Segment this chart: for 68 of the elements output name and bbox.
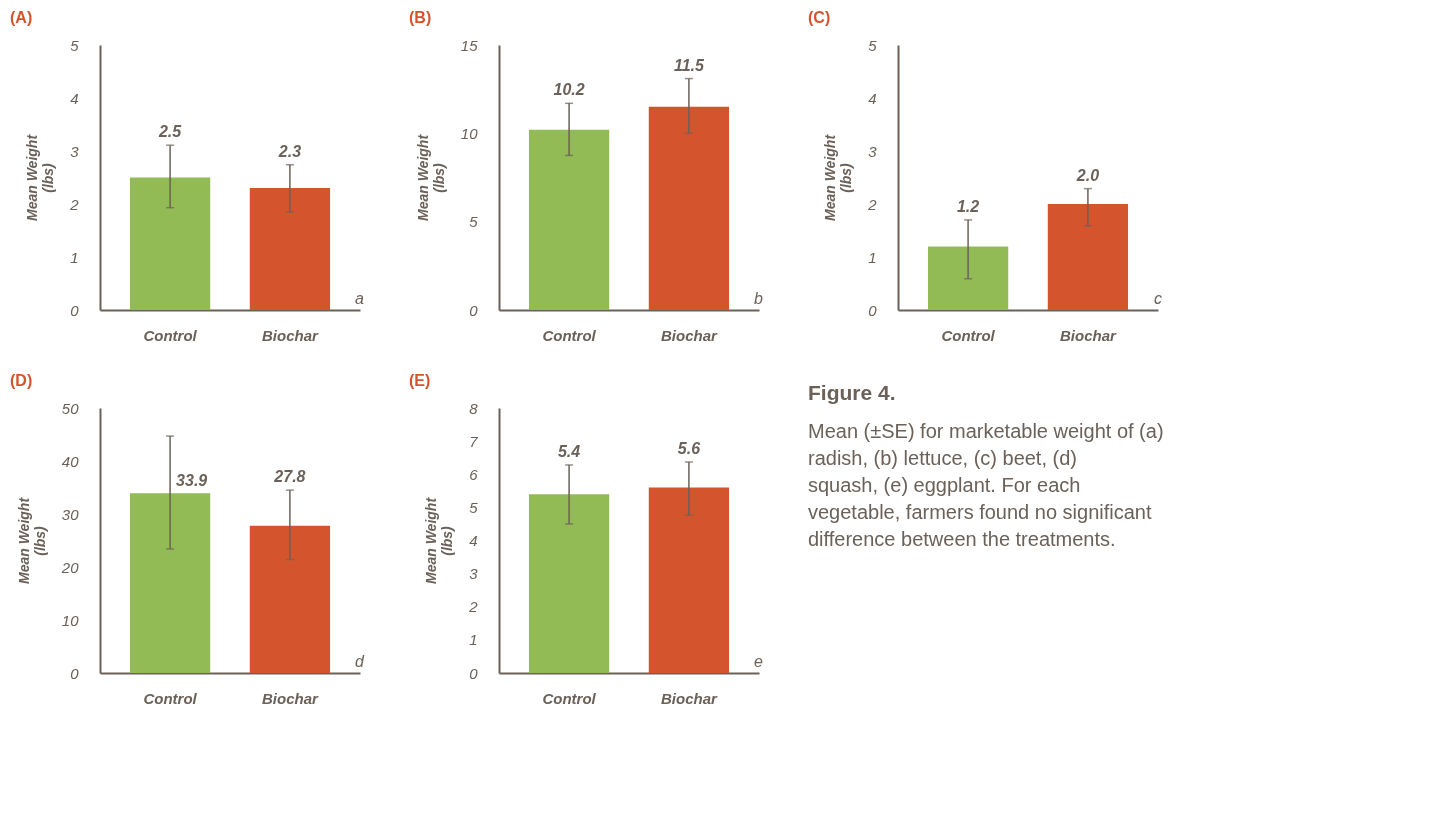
annotation: b xyxy=(754,290,764,307)
y-tick-label: 4 xyxy=(868,89,877,107)
y-axis-title: Mean Weight (lbs) xyxy=(24,133,57,222)
x-tick-label: Control xyxy=(542,326,597,344)
data-label: 2.5 xyxy=(157,123,183,141)
y-tick-label: 3 xyxy=(868,142,878,160)
y-tick-label: 40 xyxy=(61,452,80,470)
x-tick-label: Control xyxy=(542,689,597,707)
data-label: 5.4 xyxy=(557,442,581,460)
y-tick-label: 8 xyxy=(469,399,479,417)
x-tick-label: Control xyxy=(941,326,996,344)
chart-title: (A) xyxy=(10,9,33,26)
data-label: 11.5 xyxy=(673,56,705,74)
x-tick-label: Biochar xyxy=(660,326,718,344)
y-tick-label: 3 xyxy=(70,142,80,160)
y-tick-label: 20 xyxy=(60,558,80,576)
annotation: d xyxy=(355,653,366,670)
y-tick-label: 0 xyxy=(469,664,479,682)
y-tick-label: 0 xyxy=(868,301,878,319)
y-axis-title: Mean Weight (lbs) xyxy=(15,496,48,585)
y-axis-title: Mean Weight (lbs) xyxy=(414,133,447,222)
y-tick-label: 5 xyxy=(70,36,80,54)
y-tick-label: 4 xyxy=(469,532,478,549)
chart-title: (B) xyxy=(409,9,432,26)
y-tick-label: 2 xyxy=(867,195,878,213)
y-tick-label: 2 xyxy=(69,195,80,213)
annotation: a xyxy=(355,290,365,307)
y-tick-label: 3 xyxy=(469,565,479,583)
y-tick-label: 2 xyxy=(468,598,479,616)
x-tick-label: Control xyxy=(143,689,198,707)
y-tick-label: 1 xyxy=(70,248,79,266)
text: Figure 4. xyxy=(808,381,896,404)
y-axis-title: Mean Weight (lbs) xyxy=(423,496,456,585)
x-tick-label: Biochar xyxy=(660,689,718,707)
y-tick-label: 7 xyxy=(469,432,479,450)
y-tick-label: 0 xyxy=(70,301,80,319)
data-label: 2.3 xyxy=(277,142,302,160)
data-label: 10.2 xyxy=(553,81,585,99)
y-tick-label: 5 xyxy=(469,213,479,231)
y-tick-label: 5 xyxy=(469,498,479,516)
data-label: 1.2 xyxy=(956,197,980,215)
annotation: e xyxy=(754,653,764,670)
y-tick-label: 0 xyxy=(70,664,80,682)
text: Mean (±SE) for marketable weight of (a) radish, (b) lettuce, (c) beet, (d) squash, (e) eggplant. For each vegetable, farmers found no significant difference between the treatments. xyxy=(808,419,1164,550)
y-tick-label: 15 xyxy=(460,36,479,54)
data-label: 27.8 xyxy=(273,468,306,486)
y-tick-label: 30 xyxy=(61,505,80,523)
x-tick-label: Biochar xyxy=(261,689,319,707)
data-label: 5.6 xyxy=(677,439,701,457)
chart-title: (E) xyxy=(409,372,431,389)
data-label: 33.9 xyxy=(176,472,208,490)
y-axis-title: Mean Weight (lbs) xyxy=(822,133,855,222)
data-label: 2.0 xyxy=(1075,166,1100,184)
x-tick-label: Biochar xyxy=(261,326,319,344)
y-tick-label: 0 xyxy=(469,301,479,319)
y-tick-label: 4 xyxy=(70,89,79,107)
y-tick-label: 10 xyxy=(460,124,479,142)
annotation: c xyxy=(1154,290,1162,307)
y-tick-label: 5 xyxy=(868,36,878,54)
chart-title: (C) xyxy=(808,9,831,26)
y-tick-label: 1 xyxy=(469,631,478,649)
y-tick-label: 10 xyxy=(61,611,80,629)
chart-title: (D) xyxy=(10,372,33,389)
y-tick-label: 50 xyxy=(61,399,80,417)
x-tick-label: Biochar xyxy=(1059,326,1117,344)
x-tick-label: Control xyxy=(143,326,198,344)
y-tick-label: 1 xyxy=(868,248,877,266)
y-tick-label: 6 xyxy=(469,465,479,483)
